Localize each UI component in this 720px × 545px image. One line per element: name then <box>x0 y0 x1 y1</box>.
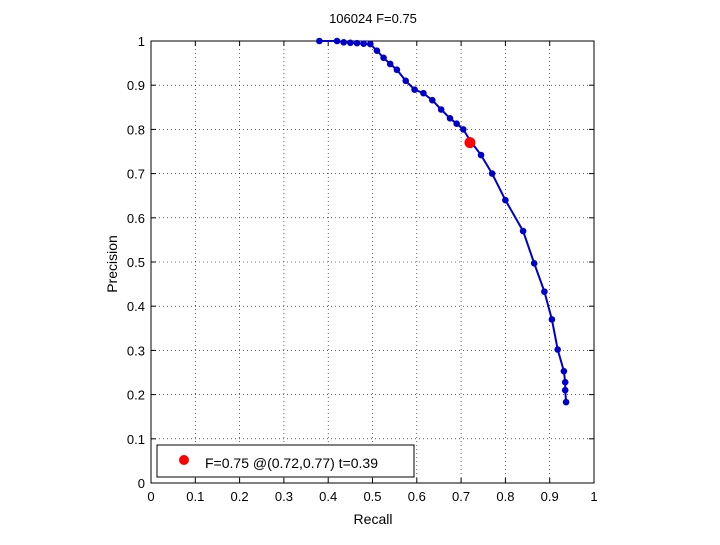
chart-title: 106024 F=0.75 <box>329 11 417 26</box>
data-point <box>437 106 445 113</box>
data-point <box>562 398 570 406</box>
x-tick-label: 0.9 <box>541 489 559 504</box>
x-tick-label: 0.6 <box>408 489 426 504</box>
data-point <box>541 288 548 295</box>
data-point <box>560 367 568 375</box>
data-point <box>554 346 561 353</box>
x-tick-label: 0.3 <box>275 489 293 504</box>
data-point <box>373 47 381 55</box>
legend: F=0.75 @(0.72,0.77) t=0.39 <box>156 444 415 478</box>
highlight-layer <box>464 137 476 149</box>
data-point <box>561 378 569 386</box>
x-tick-label: 0 <box>147 489 154 504</box>
data-point <box>386 60 394 68</box>
data-point <box>393 66 401 74</box>
data-point <box>453 120 460 127</box>
best-f-point <box>464 137 476 149</box>
data-point <box>477 151 485 159</box>
data-point <box>333 37 341 45</box>
data-point <box>488 170 496 177</box>
y-tick-label: 0.8 <box>127 122 145 137</box>
y-tick-label: 0.4 <box>127 299 145 314</box>
data-point <box>420 89 427 97</box>
y-tick-label: 0.2 <box>127 388 145 403</box>
x-axis-label: Recall <box>354 511 393 527</box>
y-tick-label: 0.1 <box>127 432 145 447</box>
y-tick-label: 0.5 <box>127 255 145 270</box>
x-tick-label: 1 <box>590 489 597 504</box>
precision-recall-line <box>319 40 568 403</box>
data-point <box>366 40 374 48</box>
data-point <box>411 86 418 93</box>
data-point <box>316 37 323 45</box>
x-tick-label: 0.5 <box>363 489 381 504</box>
y-tick-label: 0.9 <box>127 78 145 93</box>
data-point <box>502 196 509 204</box>
data-point <box>548 316 556 323</box>
y-tick-label: 0.3 <box>127 343 145 358</box>
x-tick-label: 0.4 <box>319 489 337 504</box>
y-tick-label: 0 <box>138 476 145 491</box>
data-point <box>446 115 454 122</box>
y-tick-label: 0.7 <box>127 167 145 182</box>
data-point <box>360 40 367 47</box>
data-point <box>429 96 436 104</box>
legend-entry-label: F=0.75 @(0.72,0.77) t=0.39 <box>205 455 378 471</box>
data-point <box>347 39 354 47</box>
x-tick-label: 0.7 <box>452 489 470 504</box>
series-layer <box>316 37 570 406</box>
x-tick-label: 0.8 <box>496 489 514 504</box>
data-point <box>530 260 538 267</box>
data-point <box>460 126 467 133</box>
data-point <box>340 39 348 46</box>
y-tick-label: 0.6 <box>127 211 145 226</box>
data-point <box>380 54 387 62</box>
x-tick-label: 0.1 <box>186 489 204 504</box>
axis-ticks: 0 0.1 0.2 0.3 0.4 0.5 0.6 0.7 0.8 0.9 1 0 0.1 0.2 0.3 0… <box>127 34 598 504</box>
data-point <box>402 77 410 85</box>
x-tick-label: 0.2 <box>231 489 249 504</box>
data-point <box>519 227 527 235</box>
legend-box <box>156 444 415 478</box>
data-point <box>561 386 569 394</box>
y-axis-label: Precision <box>104 235 120 293</box>
grid <box>151 41 594 483</box>
legend-marker-red <box>179 455 189 465</box>
y-tick-label: 1 <box>138 34 145 49</box>
data-point <box>353 39 361 47</box>
